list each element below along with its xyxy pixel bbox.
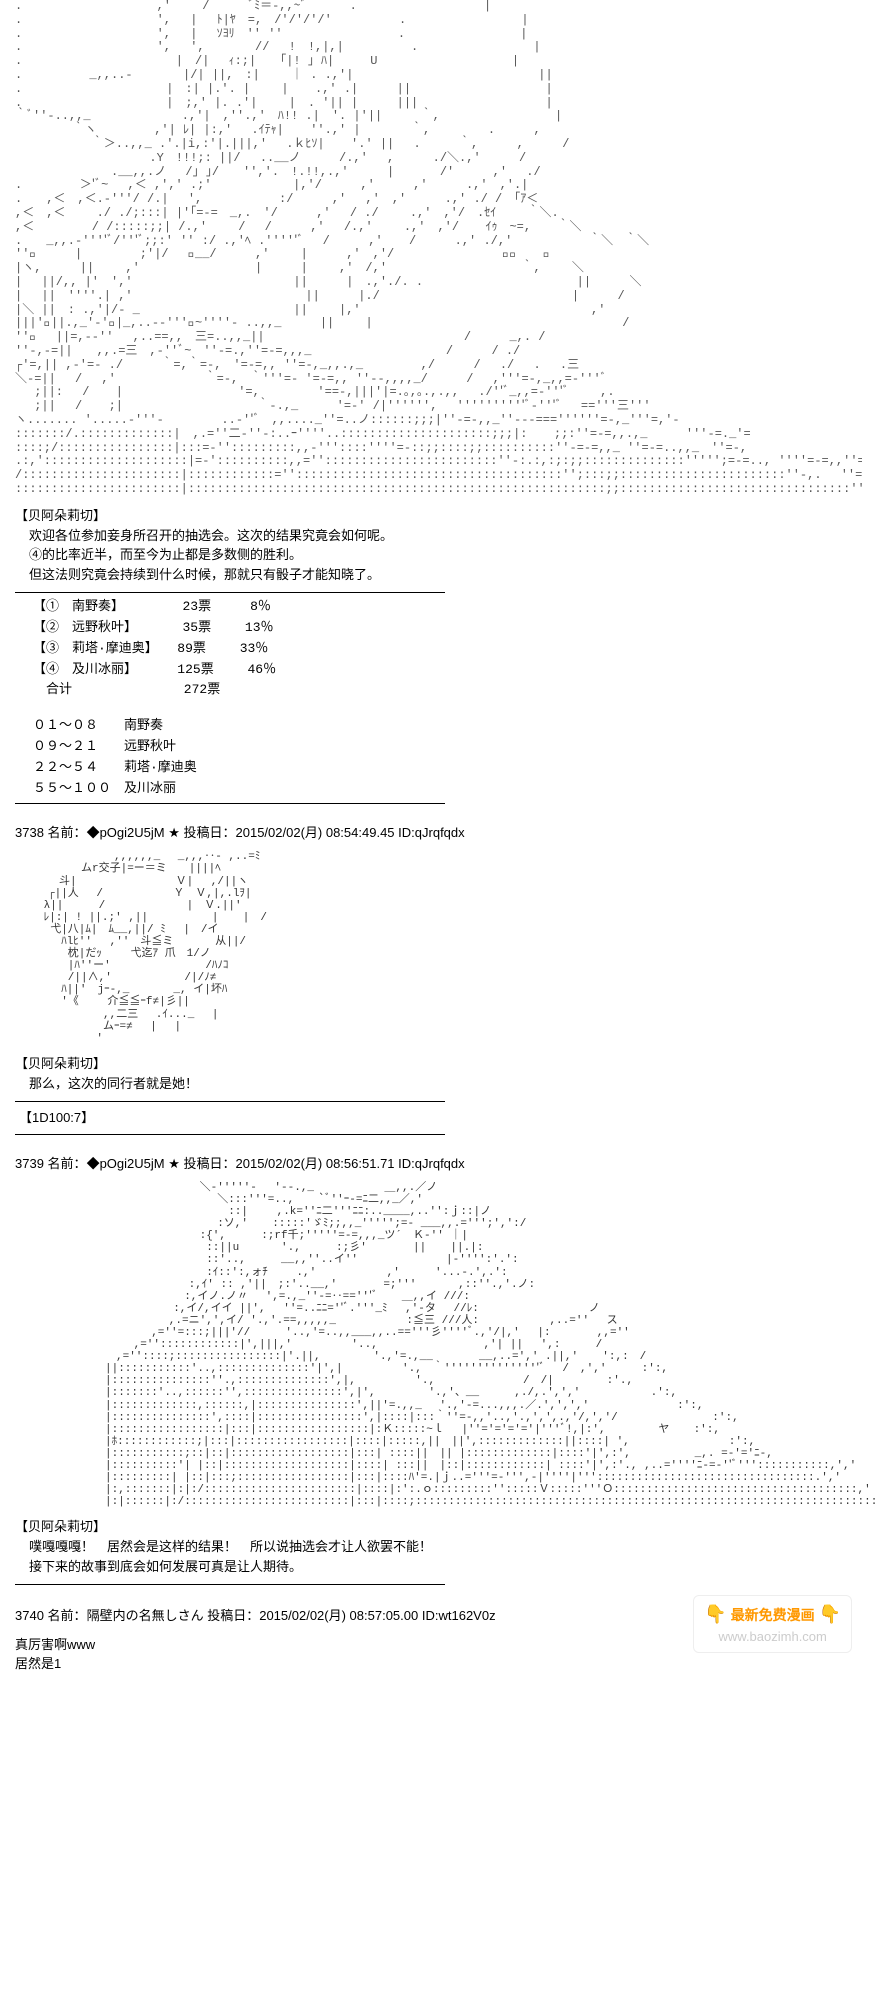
post-date: 2015/02/02(月) 08:57:05.00 — [259, 1608, 418, 1623]
date-label: 投稿日： — [207, 1608, 259, 1623]
post-header-3738: 3738 名前：◆pOgi2U5jM ★ 投稿日：2015/02/02(月) 0… — [15, 822, 862, 841]
name-label: 名前： — [48, 1156, 87, 1171]
date-label: 投稿日： — [184, 825, 236, 840]
dialogue-block-3: 【贝阿朵莉切】 噗嘎嘎嘎！ 居然会是这样的结果！ 所以说抽选会才让人欲罢不能！ … — [15, 1516, 862, 1576]
watermark-url: www.baozimh.com — [704, 1628, 841, 1646]
date-label: 投稿日： — [184, 1156, 236, 1171]
post-trip: ◆pOgi2U5jM — [87, 825, 165, 840]
ascii-art-1: . ,'｀ / ﾞﾐ＝-,,~ﾞ . | . ', | ﾄ|ﾔ =, /'/'/… — [15, 0, 862, 497]
divider — [15, 592, 445, 593]
speaker-name-2: 【贝阿朵莉切】 — [15, 1053, 862, 1072]
dialogue-line: 噗嘎嘎嘎！ 居然会是这样的结果！ 所以说抽选会才让人欲罢不能！ — [29, 1537, 862, 1557]
post-date: 2015/02/02(月) 08:54:49.45 — [236, 825, 395, 840]
vote-results-table: 【① 南野奏】 23票 8％ 【② 远野秋叶】 35票 13％ 【③ 莉塔·摩迪… — [33, 597, 862, 701]
watermark-badge: 👇 最新免费漫画 👇 www.baozimh.com — [693, 1595, 852, 1652]
post-id: qJrqfqdx — [415, 825, 465, 840]
id-label: ID: — [422, 1608, 439, 1623]
star-icon: ★ — [168, 1156, 180, 1171]
id-label: ID: — [398, 1156, 415, 1171]
post-id: wt162V0z — [438, 1608, 495, 1623]
speaker-name-1: 【贝阿朵莉切】 — [15, 505, 862, 524]
dialogue-line: 欢迎各位参加妾身所召开的抽选会。这次的结果究竟会如何呢。 — [29, 526, 862, 546]
dialogue-block-2: 【贝阿朵莉切】 那么，这次的同行者就是她！ — [15, 1053, 862, 1094]
id-label: ID: — [398, 825, 415, 840]
dialogue-block-1: 【贝阿朵莉切】 欢迎各位参加妾身所召开的抽选会。这次的结果究竟会如何呢。 ④的比… — [15, 505, 862, 585]
post-number: 3738 — [15, 825, 44, 840]
post-number: 3740 — [15, 1608, 44, 1623]
divider — [15, 1134, 445, 1135]
divider — [15, 1584, 445, 1585]
name-label: 名前： — [48, 1608, 87, 1623]
speaker-name-3: 【贝阿朵莉切】 — [15, 1516, 862, 1535]
dialogue-line: 那么，这次的同行者就是她！ — [29, 1074, 862, 1094]
ascii-art-2: ,,,,,,_ _,,,‥- ,..=ﾐ ムr交子|=ー＝ミ ||||ﾍ 斗| … — [15, 851, 862, 1045]
dialogue-line: 接下来的故事到底会如何发展可真是让人期待。 — [29, 1557, 862, 1577]
divider — [15, 803, 445, 804]
pointing-down-icon: 👇 — [819, 1604, 841, 1624]
name-label: 名前： — [48, 825, 87, 840]
divider — [15, 1101, 445, 1102]
post-header-3739: 3739 名前：◆pOgi2U5jM ★ 投稿日：2015/02/02(月) 0… — [15, 1153, 862, 1172]
post-body-line: 居然是1 — [15, 1653, 862, 1672]
pointing-down-icon: 👇 — [704, 1604, 726, 1624]
watermark-text: 最新免费漫画 — [731, 1607, 815, 1623]
post-name: 隔壁内の名無しさん — [87, 1608, 204, 1623]
post-number: 3739 — [15, 1156, 44, 1171]
dialogue-line: ④的比率近半，而至今为止都是多数侧的胜利。 — [29, 545, 862, 565]
dice-value: 【1D100:7】 — [19, 1108, 862, 1128]
ascii-art-3: ＼-'''''- '--.,_ ＿,,.／ノ ＼:::'''=.., `ﾞ''ｰ… — [105, 1182, 862, 1509]
star-icon: ★ — [168, 825, 180, 840]
dialogue-line: 但这法则究竟会持续到什么时候，那就只有骰子才能知晓了。 — [29, 565, 862, 585]
dice-roll: 【1D100:7】 — [15, 1108, 862, 1128]
post-trip: ◆pOgi2U5jM — [87, 1156, 165, 1171]
post-date: 2015/02/02(月) 08:56:51.71 — [236, 1156, 395, 1171]
dice-range-table: ０１～０８ 南野奏 ０９～２１ 远野秋叶 ２２～５４ 莉塔·摩迪奥 ５５～１００… — [33, 716, 862, 799]
post-id: qJrqfqdx — [415, 1156, 465, 1171]
